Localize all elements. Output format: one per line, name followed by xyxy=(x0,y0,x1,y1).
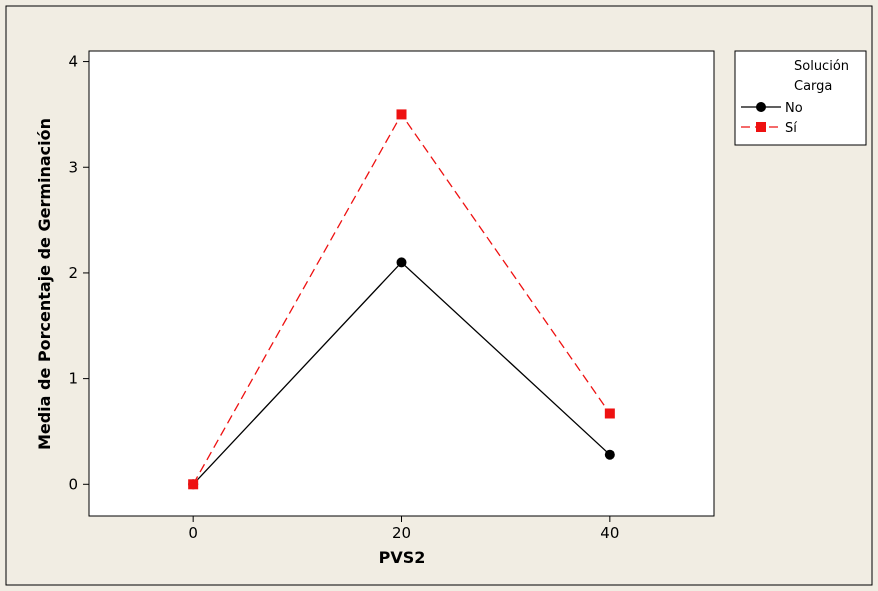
y-axis: 0 1 2 3 4 xyxy=(68,53,89,493)
x-tick-label: 0 xyxy=(188,524,198,542)
legend-marker xyxy=(756,102,766,112)
data-point xyxy=(604,449,615,460)
x-axis-title: PVS2 xyxy=(379,548,426,567)
data-point xyxy=(604,408,615,419)
plot-area xyxy=(88,50,715,517)
y-tick-label: 2 xyxy=(68,264,78,282)
series-layer xyxy=(188,109,615,490)
y-tick-label: 3 xyxy=(68,158,78,176)
legend-label: Sí xyxy=(785,121,797,136)
x-tick-label: 40 xyxy=(600,524,619,542)
data-point xyxy=(396,257,407,268)
legend-subtitle: Carga xyxy=(794,79,832,94)
legend: Solución Carga No Sí xyxy=(734,50,867,146)
y-tick-label: 0 xyxy=(68,475,78,493)
x-tick-label: 20 xyxy=(392,524,411,542)
y-tick-label: 1 xyxy=(68,370,78,388)
legend-marker xyxy=(756,122,766,132)
x-axis: 0 20 40 xyxy=(188,516,619,542)
legend-title: Solución xyxy=(794,59,849,74)
y-tick-label: 4 xyxy=(68,53,78,71)
legend-label: No xyxy=(785,101,803,116)
data-point xyxy=(188,479,199,490)
y-axis-title: Media de Porcentaje de Germinación xyxy=(35,118,54,450)
data-point xyxy=(396,109,407,120)
